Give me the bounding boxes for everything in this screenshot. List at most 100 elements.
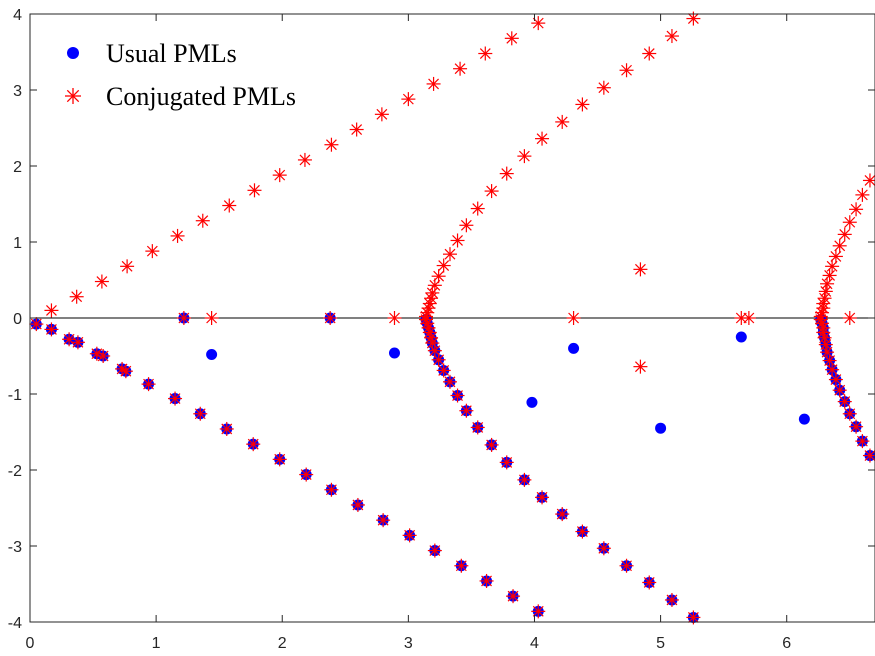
conjugated-pml-point — [517, 149, 532, 164]
conjugated-pml-point — [427, 543, 442, 558]
y-tick-label: -1 — [8, 387, 22, 404]
y-tick-label: 3 — [13, 83, 22, 100]
conjugated-pml-point — [828, 249, 843, 264]
usual-pml-point — [568, 342, 580, 354]
y-tick-label: 2 — [13, 159, 22, 176]
conjugated-pml-point — [506, 589, 521, 604]
conjugated-pml-point — [426, 76, 441, 91]
x-tick-label: 6 — [782, 635, 791, 652]
x-tick-label: 3 — [404, 635, 413, 652]
conjugated-pml-point — [247, 183, 262, 198]
conjugated-pml-point — [842, 215, 857, 230]
conjugated-pml-point — [575, 524, 590, 539]
conjugated-pml-point — [272, 168, 287, 183]
conjugated-pml-point — [686, 11, 701, 26]
conjugated-pml-point — [272, 452, 287, 467]
legend-marker-usual-pmls — [67, 47, 79, 59]
y-tick-label: -3 — [8, 539, 22, 556]
conjugated-pml-point — [664, 29, 679, 44]
conjugated-pml-point — [176, 311, 191, 325]
conjugated-pml-point — [145, 244, 160, 259]
conjugated-pml-point — [555, 114, 570, 129]
conjugated-pml-point — [376, 513, 391, 528]
conjugated-pml-point — [484, 184, 499, 199]
conjugated-pml-point — [499, 166, 514, 181]
conjugated-pml-point — [849, 202, 864, 217]
conjugated-pml-point — [425, 285, 440, 300]
conjugated-pml-point — [633, 262, 648, 277]
conjugated-pml-point — [535, 131, 550, 146]
usual-pml-point — [735, 331, 747, 343]
conjugated-pml-point — [299, 467, 314, 482]
conjugated-pml-point — [69, 289, 84, 304]
conjugated-pml-point — [62, 332, 77, 347]
conjugated-pml-point — [168, 391, 183, 406]
conjugated-pml-point — [44, 303, 59, 318]
conjugated-pml-point — [470, 420, 485, 435]
legend: Usual PMLs Conjugated PMLs — [65, 39, 296, 111]
conjugated-pml-point — [459, 403, 474, 418]
conjugated-pml-point — [453, 61, 468, 76]
conjugated-pml-point — [431, 352, 446, 367]
conjugated-pml-point — [499, 455, 514, 470]
conjugated-pml-point — [297, 152, 312, 167]
conjugated-pml-point — [170, 228, 185, 243]
data-markers — [29, 11, 875, 625]
conjugated-pml-point — [450, 233, 465, 248]
conjugated-pml-point — [596, 541, 611, 556]
legend-marker-conjugated-pmls — [65, 88, 81, 104]
conjugated-pml-point — [349, 122, 364, 137]
conjugated-pml-point — [479, 573, 494, 588]
conjugated-pml-point — [855, 434, 870, 449]
conjugated-pml-point — [478, 46, 493, 61]
x-tick-label: 0 — [26, 635, 35, 652]
conjugated-pml-point — [204, 311, 219, 325]
usual-pml-point — [798, 413, 810, 425]
conjugated-pml-point — [566, 311, 581, 325]
conjugated-pml-point — [596, 80, 611, 95]
conjugated-pml-point — [855, 187, 870, 202]
conjugated-pml-point — [246, 437, 261, 452]
conjugated-pml-point — [323, 311, 338, 325]
conjugated-pml-point — [664, 592, 679, 607]
conjugated-pml-point — [862, 173, 875, 188]
conjugated-pml-point — [842, 406, 857, 421]
conjugated-pml-point — [820, 345, 835, 360]
conjugated-pml-point — [219, 421, 234, 436]
conjugated-pml-point — [818, 337, 833, 352]
conjugated-pml-point — [94, 274, 109, 289]
conjugated-pml-point — [837, 394, 852, 409]
y-tick-label: 4 — [13, 7, 22, 24]
conjugated-pml-point — [531, 16, 546, 31]
conjugated-pml-point — [619, 63, 634, 78]
conjugated-pml-point — [849, 419, 864, 434]
conjugated-pml-point — [517, 472, 532, 487]
conjugated-pml-point — [89, 346, 104, 361]
conjugated-pml-point — [842, 311, 857, 325]
conjugated-pml-point — [828, 372, 843, 387]
legend-label-usual-pmls: Usual PMLs — [106, 39, 237, 68]
x-tick-label: 2 — [278, 635, 287, 652]
conjugated-pml-point — [825, 362, 840, 377]
conjugated-pml-point — [436, 258, 451, 273]
y-tick-label: -4 — [8, 615, 22, 632]
conjugated-pml-point — [535, 490, 550, 505]
conjugated-pml-point — [70, 335, 85, 350]
conjugated-pml-point — [402, 528, 417, 543]
conjugated-pml-point — [350, 497, 365, 512]
conjugated-pml-point — [324, 137, 339, 152]
conjugated-pml-point — [96, 349, 111, 363]
conjugated-pml-point — [822, 353, 837, 368]
conjugated-pml-point — [832, 383, 847, 398]
conjugated-pml-point — [470, 201, 485, 216]
conjugated-pml-point — [120, 259, 135, 274]
conjugated-pml-point — [619, 558, 634, 573]
conjugated-pml-point — [401, 92, 416, 107]
conjugated-pml-point — [115, 361, 130, 376]
usual-pml-point — [526, 396, 538, 408]
conjugated-pml-point — [421, 301, 436, 316]
conjugated-pml-point — [324, 482, 339, 497]
conjugated-pml-point — [195, 213, 210, 228]
conjugated-pml-point — [459, 218, 474, 233]
